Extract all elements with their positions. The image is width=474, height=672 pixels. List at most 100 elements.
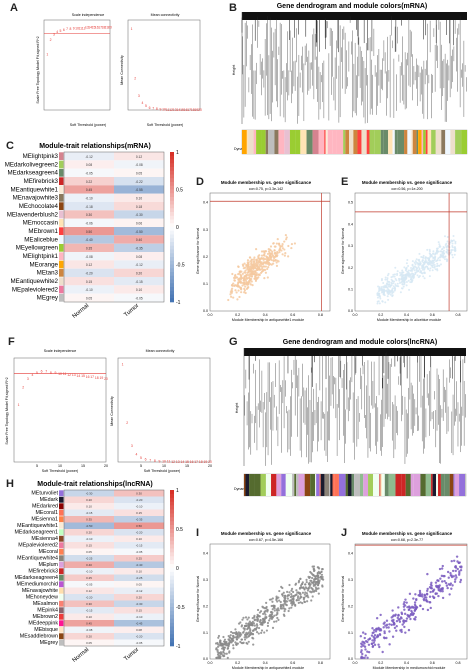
scatter-point	[438, 567, 442, 571]
module-color-segment	[325, 130, 328, 154]
data-point-label: 12	[82, 26, 86, 30]
scatter-point	[240, 291, 243, 294]
scatter-point	[428, 586, 432, 589]
scatter-point	[248, 279, 251, 283]
scatter-point	[440, 574, 444, 578]
heatmap-cell-value: 0.08	[136, 628, 142, 632]
scatter-point	[223, 638, 227, 641]
scatter-point	[295, 599, 298, 602]
scatter-point	[409, 281, 412, 284]
heatmap-cell-value: -0.05	[136, 550, 143, 554]
module-label: MEhoneydew	[26, 595, 58, 601]
panel-a-left-xlabel: Soft Threshold (power)	[70, 123, 107, 127]
data-point-label: 3	[138, 94, 140, 98]
panel-letter-e: E	[341, 176, 349, 188]
scatter-point	[406, 613, 409, 617]
scatter-point	[366, 650, 369, 653]
data-point-label: 13	[85, 25, 89, 29]
heatmap-cell-value: 0.15	[86, 280, 92, 284]
scatter-point	[292, 601, 295, 604]
scatter-point	[364, 654, 367, 657]
scatter-point	[230, 637, 233, 640]
scatter-point	[385, 285, 388, 288]
module-color-segment	[253, 130, 257, 154]
heatmap-cell	[64, 285, 114, 294]
data-point-label: 15	[81, 374, 85, 378]
module-color-swatch	[59, 594, 64, 601]
scatter-point	[411, 267, 414, 270]
heatmap-cell-value: 0.10	[136, 537, 142, 541]
scatter-point	[414, 273, 417, 276]
module-color-segment	[366, 130, 370, 154]
heatmap-cell-value: -0.08	[135, 163, 142, 167]
plot-frame	[13, 357, 107, 463]
scatter-point	[288, 591, 291, 594]
scatter-point	[372, 631, 375, 634]
scatter-point	[423, 593, 426, 597]
scatter-point	[404, 598, 407, 601]
scatter-point	[308, 576, 311, 580]
scatter-point	[437, 241, 440, 244]
scatter-point	[418, 259, 421, 262]
scatter-point	[416, 274, 419, 277]
module-color-segment	[363, 474, 369, 496]
scatter-point	[266, 276, 269, 279]
scatter-point	[270, 263, 273, 266]
scatter-point	[227, 646, 230, 650]
scatter-point	[390, 623, 393, 627]
data-point-label: 18	[199, 460, 203, 464]
module-label: MEsienna4	[31, 536, 58, 542]
legend-gradient-step	[170, 634, 174, 639]
module-color-segment	[246, 130, 249, 154]
scatter-point	[402, 602, 406, 606]
panel-e-subtitle: cor=0.56, p=1e-200	[391, 187, 422, 191]
scatter-point	[384, 624, 387, 627]
scatter-point	[284, 599, 287, 602]
scatter-point	[417, 262, 420, 265]
scatter-point	[260, 629, 264, 632]
scatter-point	[415, 598, 418, 601]
scatter-point	[240, 276, 243, 280]
heatmap-cell	[114, 268, 164, 277]
scatter-point	[395, 625, 398, 628]
scatter-point	[418, 591, 422, 594]
scatter-point	[238, 633, 241, 636]
scatter-point	[312, 583, 315, 586]
scatter-point	[322, 578, 325, 581]
module-label: MEbrown1	[28, 228, 58, 235]
heatmap-cell	[114, 168, 164, 177]
scatter-point	[395, 619, 399, 623]
x-tick-label: 0.0	[353, 313, 358, 317]
data-point-label: 20	[108, 25, 112, 29]
heatmap-cell	[114, 548, 164, 555]
scatter-point	[295, 589, 298, 592]
scatter-point	[304, 583, 307, 586]
scatter-point	[272, 604, 275, 607]
panel-letter-j: J	[341, 527, 348, 539]
legend-tick-label: 1	[176, 150, 179, 156]
scatter-point	[453, 249, 456, 252]
heatmap-cell-value: -0.05	[135, 297, 142, 301]
scatter-point	[442, 574, 445, 578]
scatter-point	[409, 269, 412, 272]
scatter-point	[258, 273, 261, 276]
scatter-point	[240, 624, 244, 627]
panel-letter-d: D	[196, 176, 204, 188]
y-tick-label: 0.0	[348, 657, 353, 661]
legend-gradient-step	[170, 501, 174, 506]
module-color-segment	[345, 474, 349, 496]
trait-label: Tumor	[123, 647, 140, 663]
heatmap-cell	[114, 613, 164, 620]
module-color-segment	[332, 474, 335, 496]
scatter-point	[385, 282, 388, 285]
y-tick-label: 0.1	[203, 631, 208, 635]
heatmap-cell	[114, 285, 164, 294]
scatter-point	[312, 565, 316, 568]
heatmap-cell	[64, 260, 114, 269]
scatter-point	[422, 275, 425, 278]
scatter-point	[296, 596, 300, 600]
x-tick-label: 0.8	[456, 661, 461, 665]
scatter-point	[277, 618, 280, 621]
y-tick-label: 0.0	[348, 309, 353, 313]
scatter-point	[237, 277, 241, 280]
